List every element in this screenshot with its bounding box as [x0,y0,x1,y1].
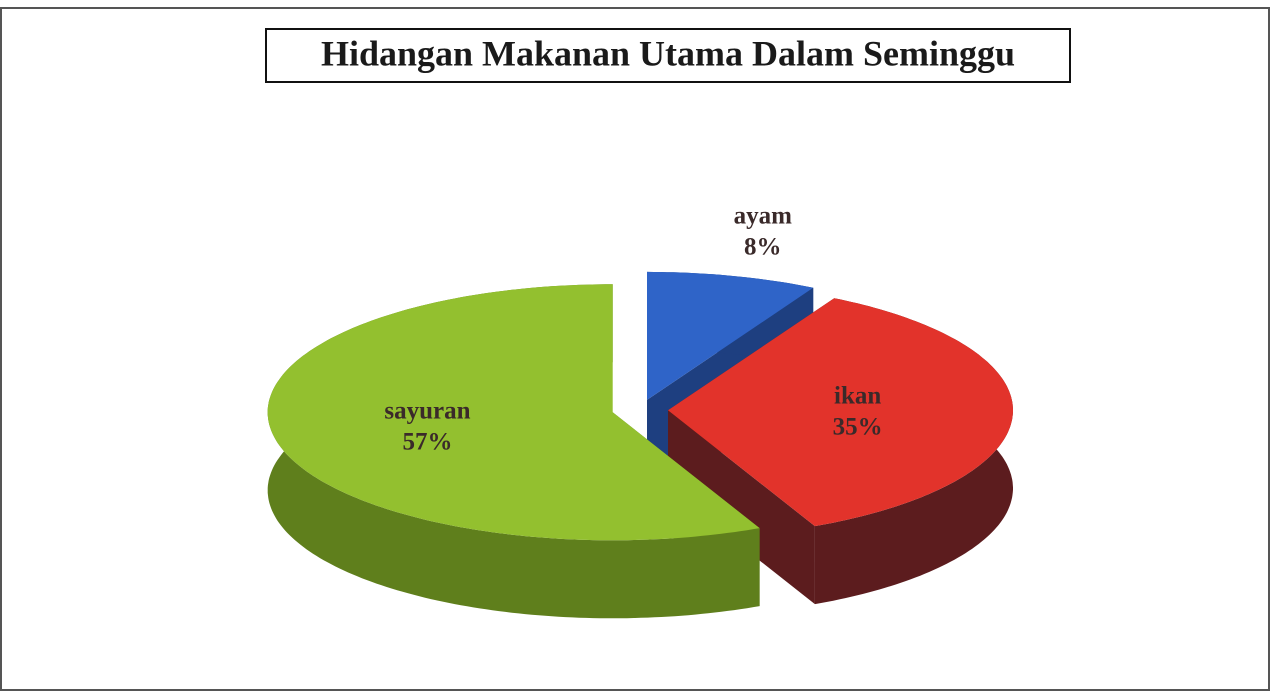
slice-wall [668,410,815,605]
data-label-category: sayuran [384,397,470,424]
slice [267,284,760,541]
chart-title: Hidangan Makanan Utama Dalam Seminggu [321,33,1015,73]
slice [668,298,1013,527]
data-label-category: ayam [734,202,793,229]
data-label-category: ikan [834,382,881,409]
data-label-value: 8% [744,233,782,260]
slice [647,271,814,400]
data-label-value: 35% [833,413,883,440]
data-label-value: 57% [402,428,452,455]
title-box [265,28,1071,83]
slices [267,271,1013,541]
